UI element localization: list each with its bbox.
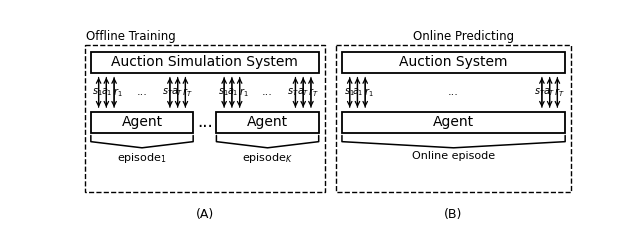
Text: $r_1$: $r_1$ xyxy=(113,86,123,99)
Text: episode$_K$: episode$_K$ xyxy=(242,151,293,165)
Bar xyxy=(84,46,325,192)
Text: $s_1$: $s_1$ xyxy=(93,86,103,98)
Text: $a_T$: $a_T$ xyxy=(297,86,310,98)
Text: episode$_1$: episode$_1$ xyxy=(117,151,167,165)
Text: Online episode: Online episode xyxy=(412,151,495,161)
Text: Offline Training: Offline Training xyxy=(86,30,176,43)
Text: $a_T$: $a_T$ xyxy=(172,86,184,98)
Text: ...: ... xyxy=(262,87,273,97)
Text: (A): (A) xyxy=(196,208,214,221)
Text: $a_1$: $a_1$ xyxy=(353,86,364,98)
Text: Agent: Agent xyxy=(122,116,163,130)
Text: $r_T$: $r_T$ xyxy=(554,86,565,99)
Text: ...: ... xyxy=(448,87,459,97)
Text: $s_T$: $s_T$ xyxy=(534,86,545,98)
Text: $s_1$: $s_1$ xyxy=(344,86,355,98)
Bar xyxy=(342,52,565,73)
Text: $s_T$: $s_T$ xyxy=(162,86,173,98)
Bar xyxy=(91,52,319,73)
Bar xyxy=(91,112,193,133)
Text: Online Predicting: Online Predicting xyxy=(413,30,515,43)
Text: $a_1$: $a_1$ xyxy=(227,86,239,98)
Bar xyxy=(216,112,319,133)
Text: (B): (B) xyxy=(444,208,463,221)
Text: $a_T$: $a_T$ xyxy=(543,86,556,98)
Text: $r_T$: $r_T$ xyxy=(182,86,193,99)
Text: Auction Simulation System: Auction Simulation System xyxy=(111,55,298,69)
Text: Agent: Agent xyxy=(247,116,288,130)
Text: $r_T$: $r_T$ xyxy=(308,86,319,99)
Text: $a_1$: $a_1$ xyxy=(101,86,113,98)
Bar xyxy=(336,46,572,192)
Text: $r_1$: $r_1$ xyxy=(239,86,248,99)
Text: ...: ... xyxy=(197,114,212,132)
Bar xyxy=(342,112,565,133)
Text: ...: ... xyxy=(136,87,147,97)
Text: $r_1$: $r_1$ xyxy=(364,86,374,99)
Text: Auction System: Auction System xyxy=(399,55,508,69)
Text: $s_T$: $s_T$ xyxy=(287,86,299,98)
Text: $s_1$: $s_1$ xyxy=(218,86,228,98)
Text: Agent: Agent xyxy=(433,116,474,130)
